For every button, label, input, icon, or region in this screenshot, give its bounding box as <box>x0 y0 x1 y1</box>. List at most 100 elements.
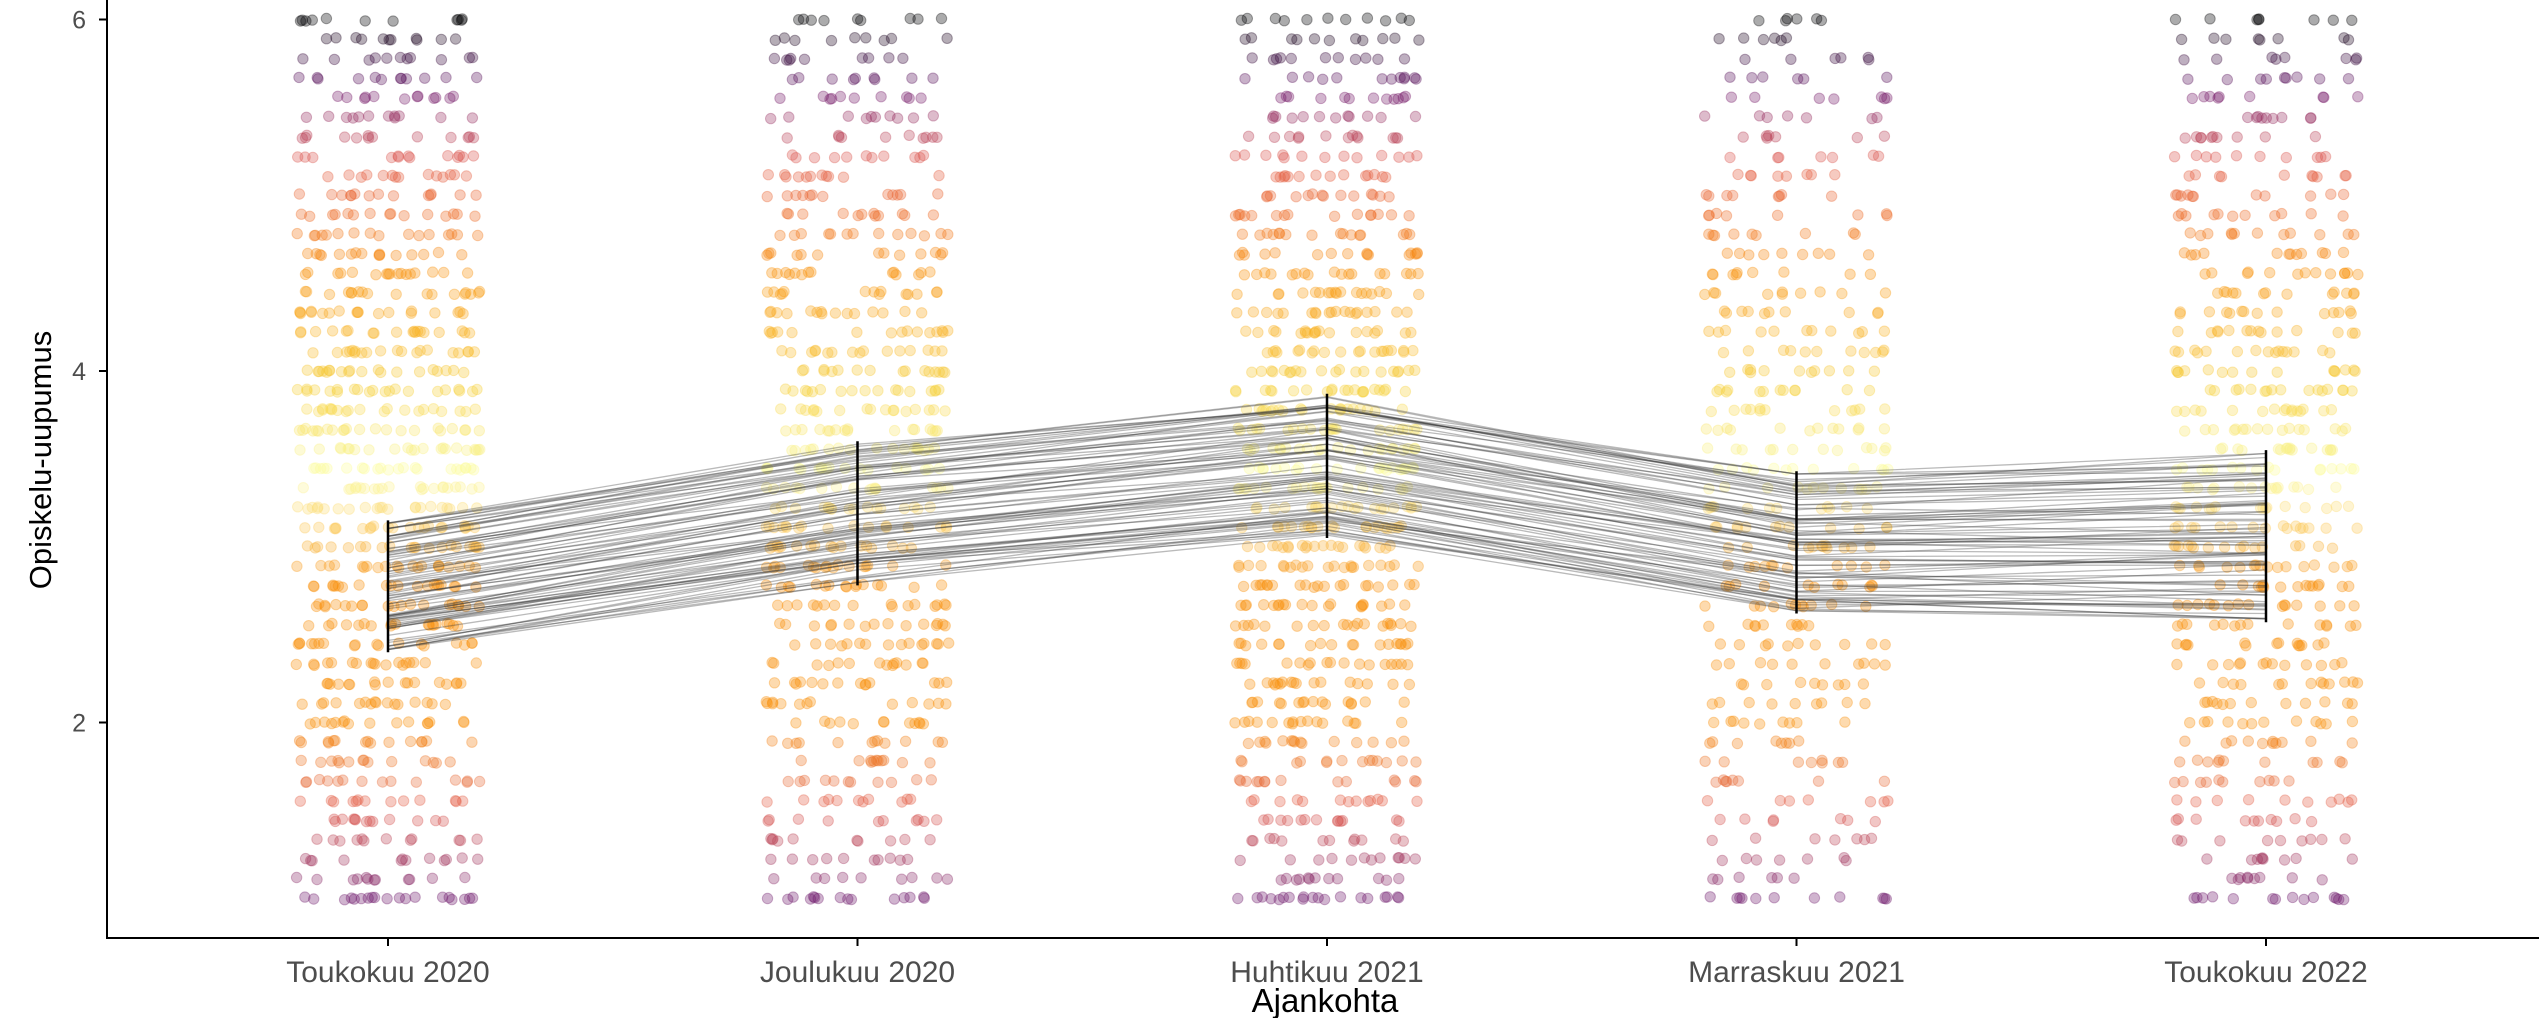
scatter-point <box>321 462 333 475</box>
scatter-point <box>2250 111 2263 124</box>
scatter-point <box>825 618 838 631</box>
scatter-point <box>772 326 784 338</box>
scatter-point <box>369 71 381 84</box>
scatter-point <box>1398 71 1411 84</box>
scatter-point <box>430 757 442 769</box>
scatter-point <box>451 677 463 689</box>
scatter-point <box>311 833 323 845</box>
scatter-point <box>840 581 853 593</box>
scatter-point <box>412 815 424 827</box>
scatter-point <box>909 442 921 454</box>
scatter-point <box>1282 540 1294 552</box>
scatter-point <box>1393 815 1405 827</box>
scatter-point <box>369 696 381 708</box>
scatter-point <box>2213 754 2225 766</box>
scatter-point <box>1776 247 1788 260</box>
scatter-point <box>2261 834 2274 847</box>
scatter-point <box>400 854 412 866</box>
scatter-point <box>1746 72 1758 84</box>
scatter-point <box>888 658 900 670</box>
scatter-point <box>796 423 808 436</box>
scatter-point <box>1372 208 1384 221</box>
scatter-point <box>865 542 878 554</box>
scatter-point <box>2222 716 2234 728</box>
scatter-point <box>459 871 471 884</box>
scatter-point <box>1872 307 1884 320</box>
scatter-point <box>860 678 872 691</box>
scatter-point <box>822 522 834 534</box>
scatter-point <box>1261 347 1274 359</box>
scatter-point <box>462 346 474 358</box>
scatter-point <box>1392 891 1404 903</box>
scatter-point <box>1382 617 1394 630</box>
scatter-point <box>818 14 830 27</box>
scatter-point <box>1278 152 1290 164</box>
scatter-point <box>332 267 344 280</box>
scatter-point <box>892 228 904 241</box>
scatter-point <box>1849 404 1861 416</box>
scatter-point <box>435 405 448 418</box>
scatter-point <box>1330 112 1342 124</box>
scatter-point <box>809 344 822 357</box>
scatter-point <box>926 481 939 494</box>
scatter-point <box>1235 754 1247 767</box>
scatter-point <box>2176 462 2189 474</box>
scatter-point <box>307 580 320 592</box>
scatter-point <box>1235 599 1247 611</box>
scatter-point <box>769 502 781 515</box>
scatter-point <box>1342 248 1354 260</box>
scatter-point <box>1379 658 1391 671</box>
scatter-point <box>842 893 854 905</box>
scatter-point <box>1767 814 1780 826</box>
scatter-point <box>924 327 936 339</box>
scatter-point <box>383 736 395 748</box>
scatter-point <box>884 852 896 864</box>
scatter-point <box>1297 696 1309 709</box>
scatter-point <box>796 365 809 377</box>
scatter-point <box>1272 307 1284 320</box>
scatter-point <box>1347 561 1360 573</box>
scatter-point <box>359 91 372 103</box>
scatter-point <box>2348 600 2360 612</box>
scatter-point <box>365 620 377 632</box>
scatter-point <box>417 403 430 416</box>
scatter-point <box>791 599 803 611</box>
scatter-point <box>1234 424 1246 436</box>
scatter-point <box>2195 405 2207 417</box>
scatter-point <box>430 814 442 827</box>
scatter-point <box>2259 131 2272 143</box>
scatter-point <box>302 266 314 279</box>
scatter-point <box>828 775 840 787</box>
scatter-point <box>329 815 341 828</box>
scatter-point <box>804 170 817 183</box>
scatter-point <box>1340 13 1352 26</box>
scatter-point <box>1236 756 1248 768</box>
scatter-point <box>1258 814 1270 826</box>
scatter-point <box>1809 677 1821 689</box>
scatter-point <box>2326 444 2339 456</box>
scatter-point <box>2271 326 2283 338</box>
scatter-point <box>906 696 918 709</box>
scatter-point <box>799 384 812 397</box>
scatter-point <box>1711 385 1723 398</box>
scatter-point <box>1292 461 1305 474</box>
scatter-point <box>437 481 449 494</box>
scatter-point <box>1787 443 1799 456</box>
scatter-point <box>1365 209 1377 221</box>
scatter-point <box>790 152 802 164</box>
scatter-point <box>322 657 334 669</box>
scatter-point <box>2231 345 2244 358</box>
scatter-point <box>333 757 345 769</box>
scatter-point <box>856 208 868 221</box>
scatter-point <box>1243 462 1256 475</box>
scatter-point <box>2239 209 2251 222</box>
scatter-point <box>1409 443 1421 455</box>
scatter-point <box>779 383 792 395</box>
scatter-point <box>1703 620 1715 632</box>
scatter-point <box>909 598 921 611</box>
scatter-point <box>2271 561 2284 574</box>
scatter-point <box>1872 150 1885 162</box>
scatter-point <box>1291 794 1304 806</box>
scatter-point <box>326 325 339 337</box>
scatter-point <box>430 170 443 182</box>
